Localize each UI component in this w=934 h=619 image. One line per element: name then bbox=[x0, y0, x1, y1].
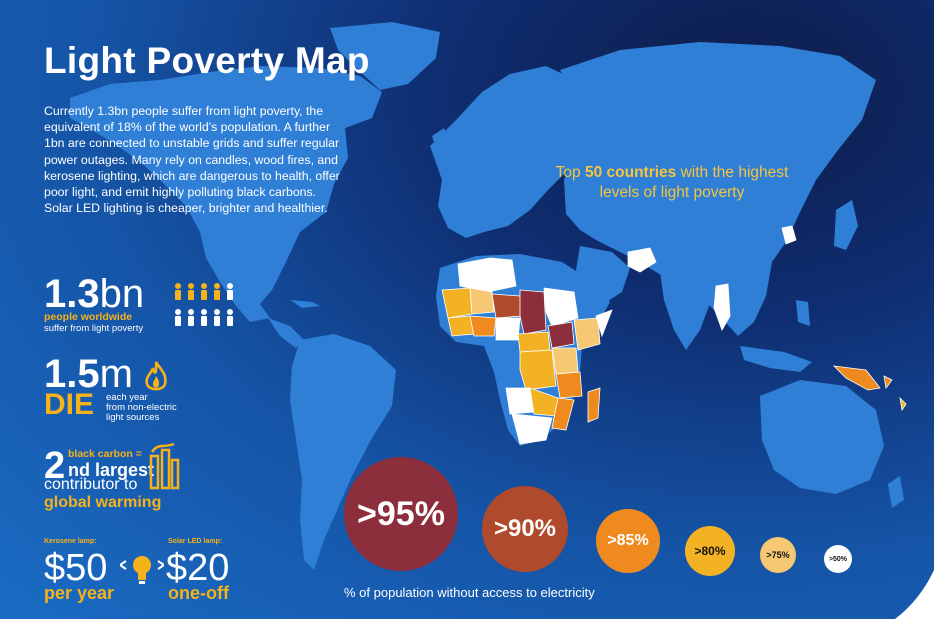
country-west-africa-b bbox=[469, 287, 495, 315]
indonesia-islands bbox=[740, 346, 812, 372]
uk-landmass bbox=[432, 128, 450, 156]
top-label-post: with the highest levels of light poverty bbox=[599, 164, 789, 201]
people-number: 1.3 bbox=[44, 272, 100, 316]
country-chad-region bbox=[519, 289, 547, 335]
philippines-islands bbox=[796, 300, 810, 326]
top-countries-label: Top 50 countries with the highest levels… bbox=[554, 163, 790, 203]
legend-95: >95% bbox=[344, 457, 458, 571]
people-line1: people worldwide bbox=[44, 311, 133, 323]
solar-price: $20 bbox=[166, 547, 230, 589]
south-america-landmass bbox=[290, 334, 396, 570]
country-car-region bbox=[517, 331, 551, 353]
deaths-line2: from non-electric bbox=[106, 402, 177, 413]
solar-period: one-off bbox=[168, 583, 229, 603]
country-tanzania-region bbox=[555, 371, 583, 399]
kerosene-period: per year bbox=[44, 583, 115, 603]
legend-80-label: >80% bbox=[694, 544, 726, 558]
europe-landmass bbox=[430, 66, 590, 238]
people-icon bbox=[175, 283, 233, 326]
country-solomon-islands bbox=[883, 375, 893, 389]
central-america-landmass bbox=[268, 318, 304, 348]
country-north-korea bbox=[781, 225, 797, 245]
lightbulb-icon bbox=[133, 556, 151, 584]
deaths-die: DIE bbox=[44, 388, 95, 421]
page-title: Light Poverty Map bbox=[44, 40, 370, 81]
legend-75: >75% bbox=[760, 537, 796, 573]
kerosene-label: Kerosene lamp: bbox=[44, 538, 97, 545]
deaths-line1: each year bbox=[106, 392, 148, 403]
carbon-line3: global warming bbox=[44, 494, 162, 511]
arrow-right-icon bbox=[157, 560, 164, 570]
country-ethiopia-region bbox=[573, 317, 601, 351]
intro-paragraph: Currently 1.3bn people suffer from light… bbox=[44, 104, 340, 216]
arrow-left-icon bbox=[120, 560, 127, 570]
caribbean-islands bbox=[290, 300, 320, 308]
country-somalia-region bbox=[595, 309, 613, 338]
country-white-north-africa bbox=[457, 257, 517, 293]
deaths-number: 1.5 bbox=[44, 352, 100, 396]
legend-75-label: >75% bbox=[766, 550, 790, 560]
country-east-africa-a bbox=[551, 347, 579, 375]
people-line2: suffer from light poverty bbox=[44, 323, 144, 334]
north-america-landmass bbox=[70, 66, 382, 322]
country-drc-region bbox=[519, 349, 557, 391]
deaths-line3: light sources bbox=[106, 412, 160, 423]
deaths-unit: m bbox=[99, 352, 133, 396]
country-papua-new-guinea bbox=[832, 365, 881, 391]
country-cameroon-region bbox=[495, 317, 521, 341]
highlighted-countries bbox=[441, 225, 907, 445]
country-coast-west-a bbox=[447, 315, 475, 337]
flame-icon bbox=[145, 361, 167, 391]
legend-85-label: >85% bbox=[607, 532, 649, 549]
country-south-sudan bbox=[547, 321, 575, 349]
factory-icon bbox=[149, 442, 180, 490]
legend-caption: % of population without access to electr… bbox=[344, 585, 595, 600]
country-vanuatu bbox=[899, 396, 907, 412]
legend-90-label: >90% bbox=[493, 515, 557, 542]
legend-50: >50% bbox=[824, 545, 852, 573]
carbon-number: 2 bbox=[44, 445, 66, 487]
country-myanmar bbox=[713, 283, 731, 331]
country-niger-region bbox=[491, 293, 523, 319]
greenland-landmass bbox=[330, 22, 440, 90]
carbon-line2: contributor to bbox=[44, 476, 138, 493]
carbon-suffix: nd largest bbox=[68, 460, 155, 480]
legend-90: >90% bbox=[482, 486, 568, 572]
japan-islands bbox=[834, 200, 858, 250]
country-afghanistan bbox=[627, 247, 657, 273]
country-coast-west-b bbox=[469, 315, 497, 337]
people-unit: bn bbox=[99, 272, 145, 316]
corner-curve bbox=[895, 570, 934, 619]
lightbulb-comparison bbox=[120, 556, 164, 584]
legend-80: >80% bbox=[685, 526, 735, 576]
legend-50-label: >50% bbox=[828, 555, 848, 563]
country-angola-region bbox=[505, 387, 535, 415]
australia-landmass bbox=[760, 380, 884, 494]
country-madagascar bbox=[587, 387, 601, 423]
solar-label: Solar LED lamp: bbox=[168, 538, 223, 545]
asia-landmass bbox=[560, 42, 876, 336]
country-southern-africa bbox=[511, 413, 553, 445]
deaths-stat-number: 1.5m bbox=[44, 354, 133, 394]
india-landmass bbox=[660, 272, 712, 350]
carbon-top: black carbon = bbox=[68, 448, 142, 460]
kerosene-price: $50 bbox=[44, 547, 108, 589]
new-zealand-islands bbox=[888, 476, 904, 508]
top-label-bold: 50 countries bbox=[584, 164, 677, 181]
top-label-pre: Top bbox=[555, 164, 585, 181]
legend-95-label: >95% bbox=[357, 494, 445, 533]
people-stat-number: 1.3bn bbox=[44, 274, 144, 314]
country-mozambique-region bbox=[551, 397, 575, 431]
country-sudan-region bbox=[543, 287, 579, 327]
legend-85: >85% bbox=[596, 509, 660, 573]
